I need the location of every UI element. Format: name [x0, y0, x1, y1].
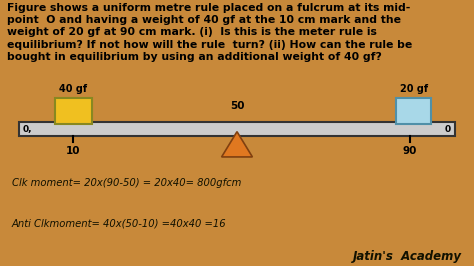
- Text: Jatin's  Academy: Jatin's Academy: [353, 250, 462, 263]
- Text: 20 gf: 20 gf: [400, 84, 428, 94]
- Text: 0: 0: [445, 124, 451, 134]
- Polygon shape: [221, 132, 252, 157]
- FancyBboxPatch shape: [396, 98, 431, 124]
- Text: 40 gf: 40 gf: [59, 84, 88, 94]
- Text: 50: 50: [230, 101, 244, 111]
- FancyBboxPatch shape: [19, 122, 455, 136]
- Text: Figure shows a uniform metre rule placed on a fulcrum at its mid-
point  O and h: Figure shows a uniform metre rule placed…: [7, 3, 412, 62]
- Text: Anti Clkmoment= 40x(50-10) =40x40 =16: Anti Clkmoment= 40x(50-10) =40x40 =16: [12, 218, 227, 228]
- Text: Clk moment= 20x(90-50) = 20x40= 800gfcm: Clk moment= 20x(90-50) = 20x40= 800gfcm: [12, 178, 241, 188]
- Text: 10: 10: [66, 146, 81, 156]
- FancyBboxPatch shape: [55, 98, 92, 124]
- Text: 0,: 0,: [23, 124, 32, 134]
- Text: 90: 90: [403, 146, 417, 156]
